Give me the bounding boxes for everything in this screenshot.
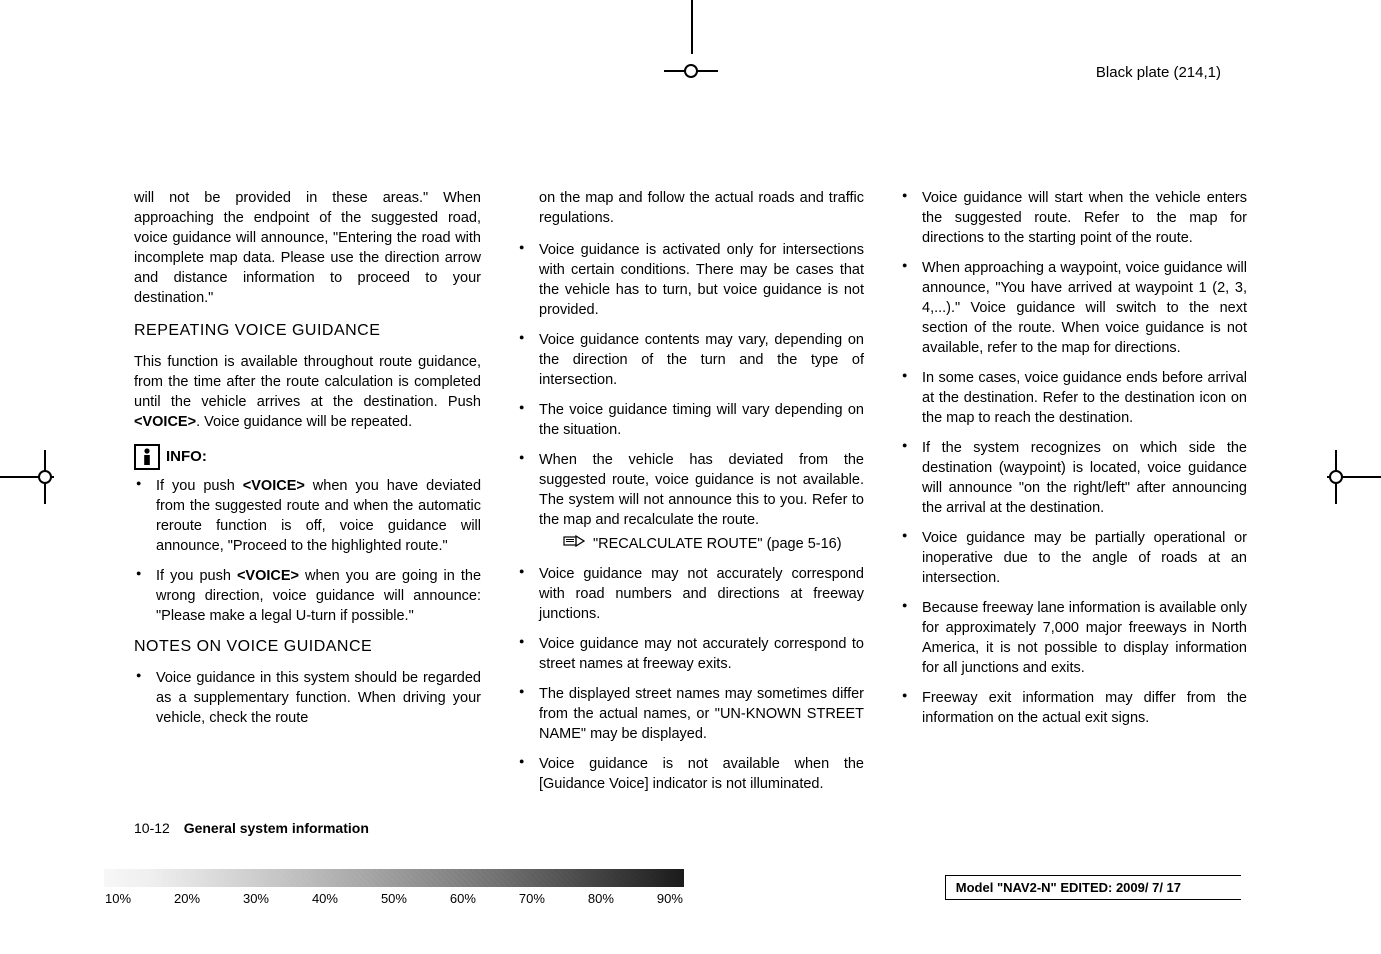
heading-notes: NOTES ON VOICE GUIDANCE xyxy=(134,636,481,658)
col2-item-3: The voice guidance timing will vary depe… xyxy=(517,400,864,440)
grad-label-60: 60% xyxy=(450,891,476,906)
column-1: will not be provided in these areas." Wh… xyxy=(134,188,481,834)
page-root: Black plate (214,1) will not be provided… xyxy=(0,0,1381,954)
heading-repeating: REPEATING VOICE GUIDANCE xyxy=(134,320,481,342)
col2-ref-text: "RECALCULATE ROUTE" (page 5-16) xyxy=(593,534,864,554)
info1-bold: <VOICE> xyxy=(243,478,305,494)
footer-left: 10-12 General system information xyxy=(134,820,369,836)
col2-item2-1: Voice guidance may not accurately corres… xyxy=(517,564,864,624)
col1-para1-bold: <VOICE> xyxy=(134,414,196,430)
plate-label: Black plate (214,1) xyxy=(1096,64,1221,81)
model-pre: Model " xyxy=(956,880,1003,895)
col2-item2-4: Voice guidance is not available when the… xyxy=(517,754,864,794)
section-title: General system information xyxy=(184,820,369,836)
grad-label-50: 50% xyxy=(381,891,407,906)
col2-item-1: Voice guidance is activated only for int… xyxy=(517,240,864,320)
notes-first: Voice guidance in this system should be … xyxy=(134,668,481,728)
col2-item-4: When the vehicle has deviated from the s… xyxy=(517,450,864,554)
model-box: Model "NAV2-N" EDITED: 2009/ 7/ 17 xyxy=(945,875,1241,900)
gradient-strip: 10% 20% 30% 40% 50% 60% 70% 80% 90% xyxy=(104,869,684,906)
info-bullet-2: If you push <VOICE> when you are going i… xyxy=(134,566,481,626)
model-mid: NAV2-N xyxy=(1003,880,1050,895)
column-2: on the map and follow the actual roads a… xyxy=(517,188,864,834)
col1-para1-pre: This function is available throughout ro… xyxy=(134,354,481,410)
col1-para1-post: . Voice guidance will be repeated. xyxy=(196,414,412,430)
info2-pre: If you push xyxy=(156,568,237,584)
col3-item-5: Voice guidance may be partially operatio… xyxy=(900,528,1247,588)
info-icon xyxy=(134,444,160,470)
col2-bullets-b: Voice guidance may not accurately corres… xyxy=(517,564,864,794)
model-post: " xyxy=(1051,880,1061,895)
col3-item-2: When approaching a waypoint, voice guida… xyxy=(900,258,1247,358)
content-columns: will not be provided in these areas." Wh… xyxy=(134,188,1247,834)
col2-bullets-a: Voice guidance is activated only for int… xyxy=(517,240,864,554)
info-bullet-1: If you push <VOICE> when you have deviat… xyxy=(134,476,481,556)
col2-item2-2: Voice guidance may not accurately corres… xyxy=(517,634,864,674)
col2-item-4-text: When the vehicle has deviated from the s… xyxy=(539,452,864,528)
info1-pre: If you push xyxy=(156,478,243,494)
info-bullets: If you push <VOICE> when you have deviat… xyxy=(134,476,481,626)
grad-label-20: 20% xyxy=(174,891,200,906)
crop-top-vert xyxy=(691,0,693,54)
notes-bullets-col1: Voice guidance in this system should be … xyxy=(134,668,481,728)
info-row: INFO: xyxy=(134,444,481,470)
col2-item-2: Voice guidance contents may vary, depend… xyxy=(517,330,864,390)
grad-label-90: 90% xyxy=(657,891,683,906)
grad-label-40: 40% xyxy=(312,891,338,906)
grad-label-70: 70% xyxy=(519,891,545,906)
col1-para1: This function is available throughout ro… xyxy=(134,352,481,432)
crop-left-circle-icon xyxy=(38,470,52,484)
info-label: INFO: xyxy=(166,447,207,468)
col3-item-1: Voice guidance will start when the vehic… xyxy=(900,188,1247,248)
col3-item-4: If the system recognizes on which side t… xyxy=(900,438,1247,518)
col3-bullets: Voice guidance will start when the vehic… xyxy=(900,188,1247,728)
crop-right-circle-icon xyxy=(1329,470,1343,484)
crop-top-circle-icon xyxy=(684,64,698,78)
gradient-bar xyxy=(104,869,684,887)
col2-item2-3: The displayed street names may sometimes… xyxy=(517,684,864,744)
col2-reference: "RECALCULATE ROUTE" (page 5-16) xyxy=(539,534,864,554)
page-number: 10-12 xyxy=(134,820,170,836)
col1-intro-para: will not be provided in these areas." Wh… xyxy=(134,188,481,308)
model-edited: EDITED: 2009/ 7/ 17 xyxy=(1060,880,1181,895)
grad-label-80: 80% xyxy=(588,891,614,906)
grad-label-10: 10% xyxy=(105,891,131,906)
col3-item-6: Because freeway lane information is avai… xyxy=(900,598,1247,678)
grad-label-30: 30% xyxy=(243,891,269,906)
col3-item-3: In some cases, voice guidance ends befor… xyxy=(900,368,1247,428)
col2-continuation: on the map and follow the actual roads a… xyxy=(517,188,864,228)
col3-item-7: Freeway exit information may differ from… xyxy=(900,688,1247,728)
gradient-labels: 10% 20% 30% 40% 50% 60% 70% 80% 90% xyxy=(104,891,684,906)
info2-bold: <VOICE> xyxy=(237,568,299,584)
pointer-icon xyxy=(563,534,585,554)
column-3: Voice guidance will start when the vehic… xyxy=(900,188,1247,834)
